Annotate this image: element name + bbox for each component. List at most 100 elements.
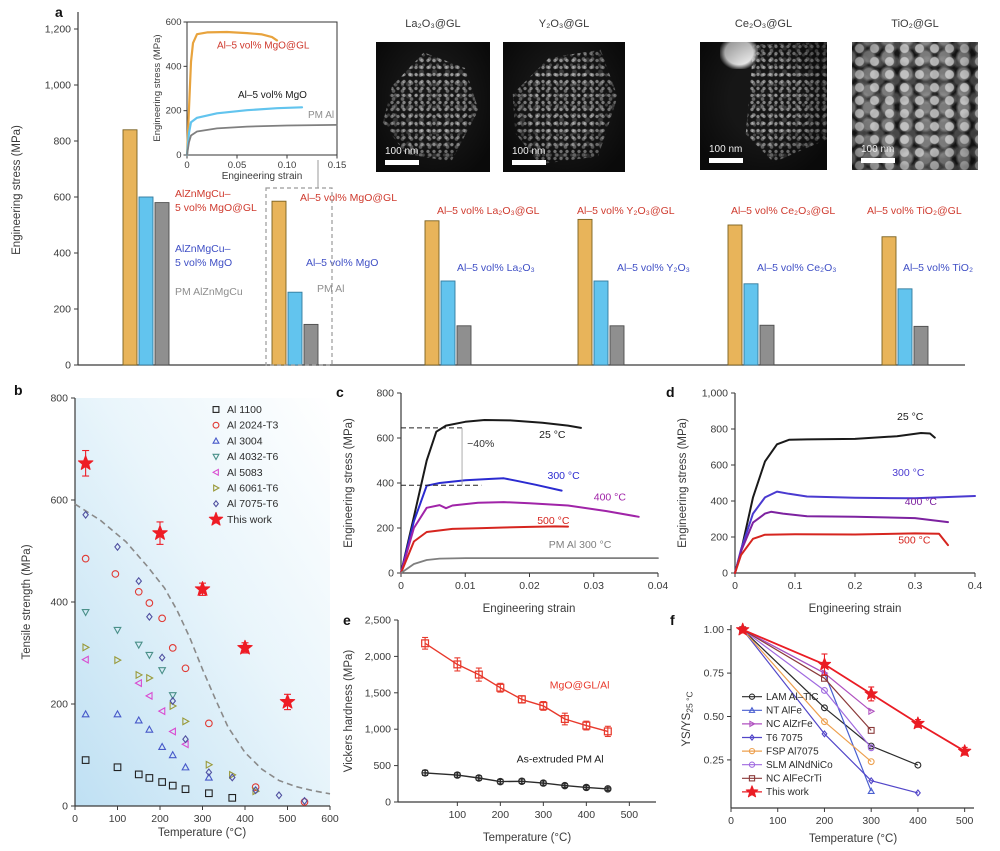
sem-vignette — [376, 42, 490, 172]
svg-text:Al 4032-T6: Al 4032-T6 — [227, 451, 279, 463]
svg-text:Al–5 vol% MgO@GL: Al–5 vol% MgO@GL — [217, 41, 310, 52]
panel-a-bar-chart: 0 200 400 600 800 1,000 1,200 Engineering stres… — [11, 12, 973, 372]
svg-text:Engineering strain: Engineering strain — [483, 603, 576, 615]
svg-text:300: 300 — [194, 813, 212, 825]
svg-text:300 °C: 300 °C — [892, 467, 925, 479]
sem-vignette — [700, 42, 827, 170]
sem-vignette — [503, 42, 625, 172]
svg-text:0: 0 — [732, 580, 738, 592]
svg-text:PM Al: PM Al — [317, 283, 344, 295]
svg-text:PM Al 300 °C: PM Al 300 °C — [549, 539, 612, 551]
svg-text:Al–5 vol% MgO: Al–5 vol% MgO — [238, 90, 307, 101]
svg-text:0: 0 — [62, 801, 68, 813]
svg-text:200: 200 — [376, 523, 394, 535]
svg-text:Al–5 vol% TiO₂: Al–5 vol% TiO₂ — [903, 262, 973, 274]
svg-text:5 vol% MgO: 5 vol% MgO — [175, 257, 232, 269]
svg-text:Al 5083: Al 5083 — [227, 467, 263, 479]
svg-text:Al–5 vol% MgO@GL: Al–5 vol% MgO@GL — [300, 192, 397, 204]
svg-text:500: 500 — [373, 760, 391, 772]
svg-text:800: 800 — [50, 393, 68, 405]
svg-text:500 °C: 500 °C — [898, 534, 931, 546]
sem-scale-text: 100 nm — [709, 144, 743, 155]
svg-text:Engineering stress (MPa): Engineering stress (MPa) — [677, 418, 689, 548]
svg-text:Temperature (°C): Temperature (°C) — [483, 832, 571, 844]
svg-text:0.2: 0.2 — [848, 580, 863, 592]
sem-scale-bar — [861, 158, 895, 163]
panel-f-legend: LAM Al–TiC NT AlFe NC AlZrFe T6 7075 FSP Al7… — [742, 692, 833, 798]
svg-text:Vickers hardness (MPa): Vickers hardness (MPa) — [343, 650, 355, 773]
panel-e-hardness-chart: 100 200 300 400 500 0 500 1,000 1,500 2,000 2,500 T… — [343, 615, 656, 844]
svg-text:0: 0 — [398, 580, 404, 592]
svg-text:0: 0 — [184, 160, 189, 171]
svg-text:0: 0 — [722, 568, 728, 580]
svg-text:400: 400 — [376, 478, 394, 490]
svg-text:Al–5 vol% La₂O₃@GL: Al–5 vol% La₂O₃@GL — [437, 205, 540, 217]
svg-text:1,200: 1,200 — [45, 24, 71, 36]
sem-image-ce2o3: 100 nm — [700, 42, 827, 170]
svg-text:Engineering stress (MPa): Engineering stress (MPa) — [11, 125, 23, 255]
svg-text:Al–5 vol% La₂O₃: Al–5 vol% La₂O₃ — [457, 262, 535, 274]
svg-text:600: 600 — [321, 813, 339, 825]
svg-text:0: 0 — [72, 813, 78, 825]
svg-text:YS/YS25 °C: YS/YS25 °C — [681, 691, 695, 746]
svg-text:600: 600 — [50, 495, 68, 507]
sem-texture — [852, 42, 978, 170]
svg-text:300: 300 — [535, 809, 553, 821]
svg-text:Temperature (°C): Temperature (°C) — [809, 833, 897, 845]
svg-text:800: 800 — [53, 136, 71, 148]
svg-text:0.15: 0.15 — [328, 160, 347, 171]
svg-text:0.05: 0.05 — [228, 160, 247, 171]
sem-scale-text: 100 nm — [512, 146, 546, 157]
svg-text:0.4: 0.4 — [968, 580, 983, 592]
svg-text:25 °C: 25 °C — [539, 429, 566, 441]
svg-text:1,000: 1,000 — [365, 724, 391, 736]
svg-text:0.01: 0.01 — [455, 580, 476, 592]
panel-a-inset-chart: 0 0.05 0.10 0.15 0 200 400 600 Engineering strai… — [152, 17, 346, 182]
panel-label-f: f — [670, 612, 675, 628]
svg-text:FSP Al7075: FSP Al7075 — [766, 746, 819, 757]
panel-label-d: d — [666, 384, 675, 400]
svg-text:1,000: 1,000 — [702, 388, 728, 400]
svg-text:0: 0 — [388, 568, 394, 580]
svg-text:Al–5 vol% Ce₂O₃: Al–5 vol% Ce₂O₃ — [757, 262, 837, 274]
svg-text:Engineering stress (MPa): Engineering stress (MPa) — [152, 34, 163, 141]
panel-label-c: c — [336, 384, 344, 400]
svg-text:Temperature (°C): Temperature (°C) — [158, 827, 246, 839]
svg-text:400: 400 — [909, 815, 927, 827]
svg-text:Al–5 vol% MgO: Al–5 vol% MgO — [306, 257, 378, 269]
sem-title-la2o3: La₂O₃@GL — [405, 18, 461, 30]
panel-label-b: b — [14, 382, 23, 398]
sem-vignette — [852, 42, 978, 170]
svg-text:Al 1100: Al 1100 — [227, 404, 262, 416]
panel-c-line-chart: 0 0.01 0.02 0.03 0.04 0 200 400 600 800 Engineerin… — [343, 388, 668, 616]
svg-text:0: 0 — [728, 815, 734, 827]
svg-text:Al 2024-T3: Al 2024-T3 — [227, 420, 279, 432]
svg-text:0: 0 — [176, 150, 181, 161]
panel-f-ys-chart: 0 100 200 300 400 500 0.25 0.50 0.75 1.00 Temperat… — [681, 622, 974, 845]
svg-text:1.00: 1.00 — [704, 624, 725, 636]
svg-text:Al–5 vol% Ce₂O₃@GL: Al–5 vol% Ce₂O₃@GL — [731, 205, 835, 217]
svg-text:This work: This work — [227, 514, 273, 526]
svg-text:0.25: 0.25 — [704, 754, 725, 766]
svg-text:NC AlFeCrTi: NC AlFeCrTi — [766, 774, 822, 785]
svg-text:This work: This work — [766, 787, 810, 798]
svg-text:5 vol% MgO@GL: 5 vol% MgO@GL — [175, 202, 257, 214]
svg-text:MgO@GL/Al: MgO@GL/Al — [550, 679, 610, 691]
sem-scale-bar — [385, 160, 419, 165]
panel-label-a: a — [55, 4, 63, 20]
sem-scale-bar — [512, 160, 546, 165]
svg-text:400 °C: 400 °C — [594, 492, 627, 504]
svg-text:Engineering strain: Engineering strain — [809, 603, 902, 615]
svg-text:NT AlFe: NT AlFe — [766, 706, 802, 717]
panel-d-line-chart: 0 0.1 0.2 0.3 0.4 0 200 400 600 800 1,000 Engineeri… — [677, 388, 982, 616]
svg-text:2,500: 2,500 — [365, 615, 391, 627]
panel-b-legend: Al 1100 Al 2024-T3 Al 3004 Al 4032-T6 Al 508… — [208, 404, 279, 526]
svg-text:SLM AlNdNiCo: SLM AlNdNiCo — [766, 760, 833, 771]
svg-text:600: 600 — [166, 17, 182, 28]
sem-image-la2o3: 100 nm — [376, 42, 490, 172]
svg-text:0.04: 0.04 — [648, 580, 669, 592]
svg-text:400: 400 — [53, 248, 71, 260]
svg-text:300: 300 — [862, 815, 880, 827]
